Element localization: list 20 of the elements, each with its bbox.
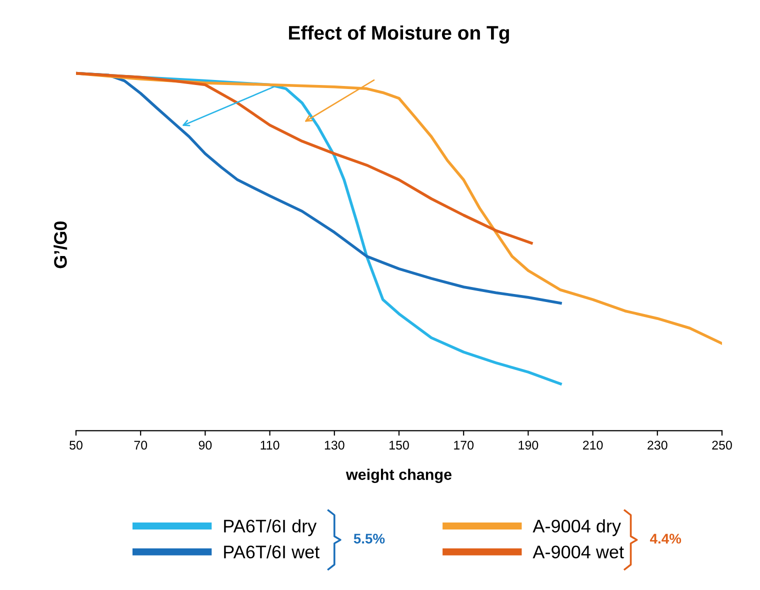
legend-label: A-9004 dry — [532, 519, 621, 536]
x-tick-label: 110 — [260, 440, 280, 450]
x-tick-label: 170 — [454, 440, 474, 450]
legend-label: A-9004 wet — [532, 546, 624, 558]
legend-label: PA6T/6I wet — [224, 545, 320, 558]
x-tick-label: 130 — [324, 440, 344, 450]
text: 4.4% — [650, 534, 682, 544]
x-tick-label: 250 — [712, 440, 732, 450]
x-tick-label: 90 — [198, 440, 212, 450]
x-tick-label: 210 — [583, 440, 603, 450]
text: 5.5% — [354, 534, 385, 544]
x-tick-label: 50 — [70, 440, 82, 450]
chart-title: Effect of Moisture on Tg — [289, 25, 509, 44]
x-tick-label: 190 — [518, 440, 538, 450]
x-axis-title: weight change — [346, 468, 452, 484]
x-tick-label: 230 — [648, 440, 668, 450]
x-tick-label: 150 — [390, 440, 409, 450]
x-tick-label: 70 — [134, 440, 148, 450]
legend-label: PA6T/6I dry — [224, 519, 317, 536]
y-axis-title: G’/G0 — [54, 222, 68, 268]
